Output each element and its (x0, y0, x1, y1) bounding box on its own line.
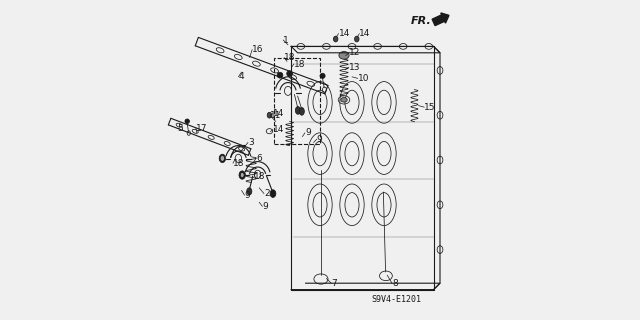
Ellipse shape (220, 156, 225, 161)
Text: 10: 10 (358, 74, 369, 83)
Ellipse shape (241, 172, 244, 178)
Text: 9: 9 (305, 128, 310, 137)
Ellipse shape (246, 188, 252, 195)
Ellipse shape (239, 171, 246, 179)
Text: 1: 1 (283, 36, 289, 44)
Text: 13: 13 (349, 63, 360, 72)
Text: 9: 9 (262, 202, 268, 211)
Text: 18: 18 (233, 159, 244, 168)
Text: 7: 7 (332, 279, 337, 288)
Text: 18: 18 (254, 172, 266, 180)
Ellipse shape (355, 36, 359, 42)
Text: 9: 9 (244, 191, 250, 200)
Text: 14: 14 (273, 125, 284, 134)
Text: 14: 14 (339, 29, 350, 38)
Text: 16: 16 (252, 45, 264, 54)
Text: 9: 9 (317, 135, 323, 144)
Text: 12: 12 (349, 48, 360, 57)
Text: 17: 17 (196, 124, 207, 132)
Ellipse shape (219, 154, 226, 163)
Ellipse shape (295, 107, 301, 114)
Text: 18: 18 (294, 60, 305, 68)
Text: 18: 18 (284, 53, 296, 62)
Text: 14: 14 (360, 29, 371, 38)
Ellipse shape (320, 73, 325, 78)
Ellipse shape (300, 108, 305, 115)
Text: 8: 8 (392, 279, 397, 288)
Text: S9V4-E1201: S9V4-E1201 (372, 295, 422, 304)
Ellipse shape (339, 52, 349, 59)
Ellipse shape (277, 72, 283, 78)
Ellipse shape (268, 112, 272, 118)
Text: 6: 6 (256, 154, 262, 163)
Text: 11: 11 (270, 111, 282, 120)
Text: 15: 15 (424, 103, 436, 112)
FancyArrowPatch shape (231, 146, 245, 157)
Ellipse shape (270, 190, 276, 197)
Text: 4: 4 (239, 72, 244, 81)
Ellipse shape (341, 98, 347, 102)
Ellipse shape (287, 71, 292, 76)
FancyArrow shape (432, 13, 449, 26)
Text: 2: 2 (264, 189, 269, 198)
Text: FR.: FR. (412, 16, 432, 26)
Text: 14: 14 (273, 109, 284, 118)
Ellipse shape (185, 119, 189, 124)
Text: 3: 3 (248, 138, 253, 147)
Text: 5: 5 (177, 124, 182, 132)
Ellipse shape (333, 36, 338, 42)
